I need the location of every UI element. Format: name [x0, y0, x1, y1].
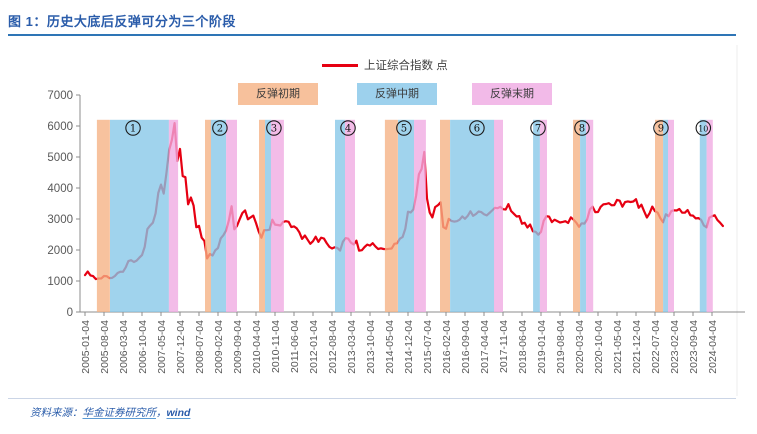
svg-text:2016-02-04: 2016-02-04: [441, 320, 453, 374]
svg-text:2014-12-04: 2014-12-04: [403, 320, 415, 374]
svg-text:2016-09-04: 2016-09-04: [460, 320, 472, 374]
svg-text:2005-01-04: 2005-01-04: [80, 320, 92, 374]
svg-text:2000: 2000: [47, 245, 73, 257]
svg-text:2017-04-04: 2017-04-04: [479, 320, 491, 374]
svg-text:2007-12-04: 2007-12-04: [175, 320, 187, 374]
svg-text:2024-04-04: 2024-04-04: [707, 320, 719, 374]
line-legend-label: 上证综合指数 点: [364, 60, 448, 72]
legend-phase-early: 反弹初期: [238, 83, 318, 105]
svg-text:0: 0: [67, 307, 73, 319]
svg-text:2023-09-04: 2023-09-04: [688, 320, 700, 374]
figure-title: 图 1：历史大底后反弹可分为三个阶段: [8, 14, 236, 29]
svg-text:2017-11-04: 2017-11-04: [498, 320, 510, 373]
source-link-wind[interactable]: wind: [166, 407, 191, 419]
svg-text:2009-02-04: 2009-02-04: [213, 320, 225, 374]
svg-text:1: 1: [130, 124, 136, 135]
svg-text:2023-02-04: 2023-02-04: [669, 320, 681, 374]
svg-text:2012-01-04: 2012-01-04: [308, 320, 320, 374]
svg-text:2: 2: [217, 124, 223, 135]
source-separator: ，: [156, 407, 167, 419]
svg-text:4: 4: [345, 124, 351, 135]
svg-text:2022-07-04: 2022-07-04: [650, 320, 662, 374]
svg-text:9: 9: [658, 124, 664, 135]
svg-text:2012-08-04: 2012-08-04: [327, 320, 339, 374]
red-line-swatch-icon: [322, 64, 358, 67]
svg-text:1000: 1000: [47, 276, 73, 288]
svg-text:10: 10: [698, 125, 708, 134]
svg-text:2020-03-04: 2020-03-04: [574, 320, 586, 374]
svg-text:2009-09-04: 2009-09-04: [232, 320, 244, 374]
svg-text:2021-05-04: 2021-05-04: [612, 320, 624, 374]
svg-text:2007-05-04: 2007-05-04: [156, 320, 168, 374]
svg-text:2019-08-04: 2019-08-04: [555, 320, 567, 374]
svg-text:2010-04-04: 2010-04-04: [251, 320, 263, 374]
svg-text:5: 5: [401, 124, 407, 135]
legend-phase-late: 反弹末期: [472, 83, 552, 105]
source-line: 资料来源：华金证券研究所，wind: [30, 405, 190, 420]
svg-text:2019-01-04: 2019-01-04: [536, 320, 548, 374]
svg-text:2008-07-04: 2008-07-04: [194, 320, 206, 374]
svg-text:3: 3: [271, 124, 277, 135]
svg-text:2015-07-04: 2015-07-04: [422, 320, 434, 374]
title-divider: [8, 34, 736, 36]
svg-text:2006-10-04: 2006-10-04: [137, 320, 149, 374]
svg-text:2013-03-04: 2013-03-04: [346, 320, 358, 374]
svg-text:7000: 7000: [47, 90, 73, 102]
svg-text:5000: 5000: [47, 152, 73, 164]
svg-text:6000: 6000: [47, 121, 73, 133]
svg-text:8: 8: [579, 124, 585, 135]
svg-text:3000: 3000: [47, 214, 73, 226]
svg-text:2021-12-04: 2021-12-04: [631, 320, 643, 374]
svg-text:2006-03-04: 2006-03-04: [118, 320, 130, 374]
svg-text:2020-10-04: 2020-10-04: [593, 320, 605, 374]
svg-text:7: 7: [535, 124, 541, 135]
svg-text:2010-11-04: 2010-11-04: [270, 320, 282, 373]
source-divider: [8, 398, 736, 399]
source-link-huajin[interactable]: 华金证券研究所: [82, 407, 157, 419]
legend-phase-mid: 反弹中期: [357, 83, 437, 105]
svg-text:2018-06-04: 2018-06-04: [517, 320, 529, 374]
svg-text:4000: 4000: [47, 183, 73, 195]
svg-text:6: 6: [474, 124, 480, 135]
source-prefix: 资料来源：: [30, 407, 83, 419]
svg-text:2014-05-04: 2014-05-04: [384, 320, 396, 374]
svg-text:2005-08-04: 2005-08-04: [99, 320, 111, 374]
svg-text:2013-10-04: 2013-10-04: [365, 320, 377, 374]
svg-text:2011-06-04: 2011-06-04: [289, 320, 301, 373]
